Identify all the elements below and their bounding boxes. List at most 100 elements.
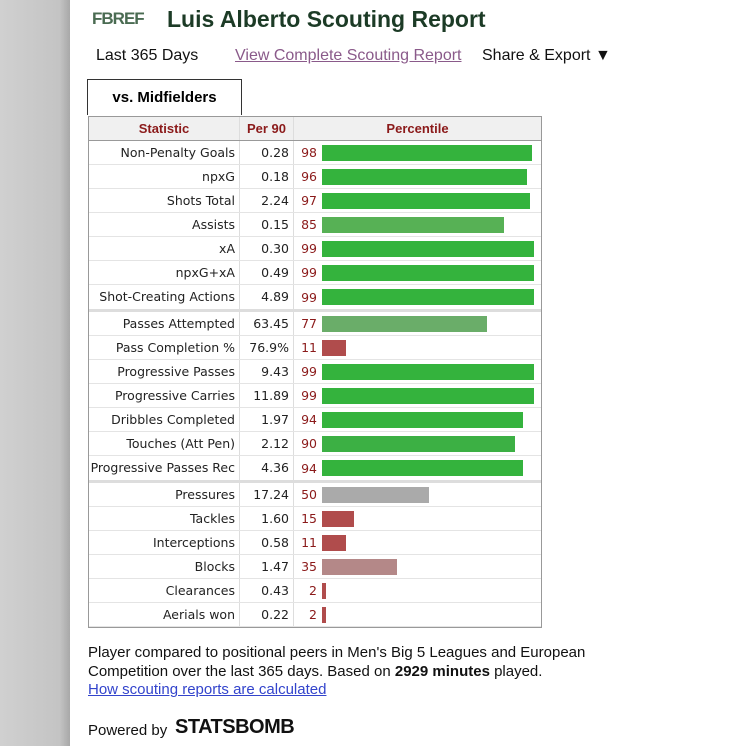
method-link[interactable]: How scouting reports are calculated bbox=[88, 681, 327, 698]
per90: 0.49 bbox=[240, 261, 294, 284]
percentile: 99 bbox=[301, 241, 317, 256]
table-row: Progressive Carries 11.89 99 bbox=[89, 384, 541, 408]
per90: 63.45 bbox=[240, 312, 294, 335]
table-row: Dribbles Completed 1.97 94 bbox=[89, 408, 541, 432]
bar-track bbox=[322, 264, 536, 281]
percentile: 85 bbox=[301, 217, 317, 232]
report-link[interactable]: View Complete Scouting Report bbox=[235, 47, 462, 64]
header-row: Statistic Per 90 Percentile bbox=[89, 117, 541, 141]
footnote: Player compared to positional peers in M… bbox=[88, 643, 628, 681]
percentile-bar bbox=[322, 240, 534, 257]
table-row: Tackles 1.60 15 bbox=[89, 507, 541, 531]
percentile-bar bbox=[322, 144, 532, 161]
table-row: Assists 0.15 85 bbox=[89, 213, 541, 237]
tab[interactable]: vs. Midfielders bbox=[87, 79, 242, 115]
table-row: xA 0.30 99 bbox=[89, 237, 541, 261]
bar-track bbox=[322, 168, 536, 185]
column-header: Statistic bbox=[89, 117, 240, 140]
statistic: Blocks bbox=[89, 555, 240, 578]
per90: 0.22 bbox=[240, 603, 294, 626]
percentile-bar bbox=[322, 460, 524, 476]
statistic: Interceptions bbox=[89, 531, 240, 554]
bar-track bbox=[322, 435, 536, 452]
percentile: 90 bbox=[301, 436, 317, 451]
statistic: Aerials won bbox=[89, 603, 240, 626]
percentile-bar bbox=[322, 216, 504, 233]
percentile-bar bbox=[322, 168, 528, 185]
bar-track bbox=[322, 460, 536, 476]
table-row: Shots Total 2.24 97 bbox=[89, 189, 541, 213]
table-row: Pass Completion % 76.9% 11 bbox=[89, 336, 541, 360]
percentile-bar bbox=[322, 363, 534, 380]
percentile: 11 bbox=[301, 340, 317, 355]
scouting-table: Statistic Per 90 Percentile Non-Penalty … bbox=[88, 116, 542, 628]
percentile: 99 bbox=[301, 364, 317, 379]
bar-track bbox=[322, 486, 536, 503]
per90: 0.30 bbox=[240, 237, 294, 260]
per90: 0.43 bbox=[240, 579, 294, 602]
table-row: Clearances 0.43 2 bbox=[89, 579, 541, 603]
percentile: 94 bbox=[301, 412, 317, 427]
table-row: Non-Penalty Goals 0.28 98 bbox=[89, 141, 541, 165]
per90: 1.47 bbox=[240, 555, 294, 578]
column-header: Percentile bbox=[386, 121, 449, 136]
note-text: Player compared to positional peers in M… bbox=[88, 644, 586, 680]
table-row: npxG+xA 0.49 99 bbox=[89, 261, 541, 285]
table-row: Shot-Creating Actions 4.89 99 bbox=[89, 285, 541, 312]
bar-track bbox=[322, 315, 536, 332]
note-text: played. bbox=[489, 663, 543, 680]
per90: 4.36 bbox=[240, 456, 294, 480]
percentile: 99 bbox=[301, 265, 317, 280]
percentile: 96 bbox=[301, 169, 317, 184]
logo[interactable]: FBREF bbox=[92, 9, 145, 28]
percentile: 2 bbox=[309, 607, 317, 622]
period: Last 365 Days bbox=[96, 47, 199, 64]
per90: 2.12 bbox=[240, 432, 294, 455]
bar-track bbox=[322, 192, 536, 209]
per90: 0.28 bbox=[240, 141, 294, 164]
statistic: Pressures bbox=[89, 483, 240, 506]
minutes: 2929 minutes bbox=[394, 663, 490, 680]
percentile: 77 bbox=[301, 316, 317, 331]
statistic: Progressive Passes bbox=[89, 360, 240, 383]
percentile-bar bbox=[322, 435, 515, 452]
statistic: npxG+xA bbox=[89, 261, 240, 284]
percentile: 99 bbox=[301, 289, 317, 305]
percentile-bar bbox=[322, 606, 327, 623]
percentile-bar bbox=[322, 486, 429, 503]
percentile-bar bbox=[322, 387, 534, 404]
per90: 9.43 bbox=[240, 360, 294, 383]
statistic: xA bbox=[89, 237, 240, 260]
bar-track bbox=[322, 510, 536, 527]
bar-track bbox=[322, 534, 536, 551]
statistic: Tackles bbox=[89, 507, 240, 530]
percentile-bar bbox=[322, 264, 534, 281]
percentile-bar bbox=[322, 558, 397, 575]
per90: 4.89 bbox=[240, 285, 294, 309]
bar-track bbox=[322, 558, 536, 575]
powered-by: Powered by bbox=[88, 722, 168, 739]
page-title: Luis Alberto Scouting Report bbox=[167, 6, 486, 32]
bar-track bbox=[322, 216, 536, 233]
per90: 0.58 bbox=[240, 531, 294, 554]
percentile-bar bbox=[322, 339, 346, 356]
statistic: Shots Total bbox=[89, 189, 240, 212]
bar-track bbox=[322, 289, 536, 305]
percentile-bar bbox=[322, 411, 524, 428]
percentile-bar bbox=[322, 510, 355, 527]
statistic: Clearances bbox=[89, 579, 240, 602]
column-header: Per 90 bbox=[240, 117, 294, 140]
bar-track bbox=[322, 606, 536, 623]
share-menu[interactable]: Share & Export ▼ bbox=[482, 47, 611, 64]
brand-logo[interactable]: STATSBOMB bbox=[175, 716, 295, 738]
per90: 11.89 bbox=[240, 384, 294, 407]
statistic: Progressive Passes Rec bbox=[89, 456, 240, 480]
percentile-bar bbox=[322, 534, 346, 551]
percentile: 97 bbox=[301, 193, 317, 208]
bar-track bbox=[322, 339, 536, 356]
percentile: 50 bbox=[301, 487, 317, 502]
statistic: npxG bbox=[89, 165, 240, 188]
bar-track bbox=[322, 582, 536, 599]
percentile-bar bbox=[322, 315, 487, 332]
